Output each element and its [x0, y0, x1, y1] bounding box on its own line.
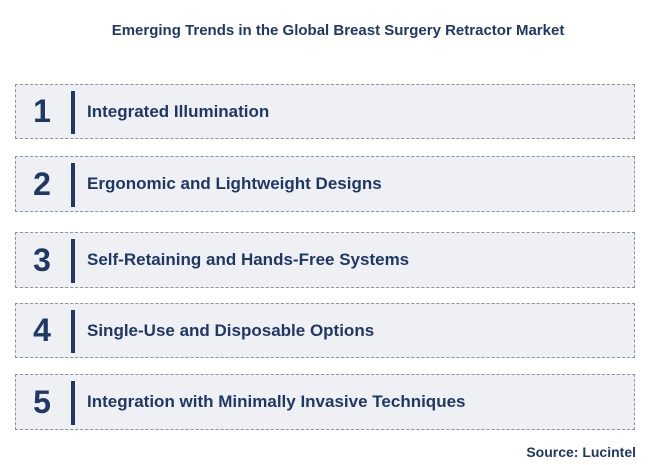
trend-divider	[71, 239, 75, 283]
trend-row-1: 1 Integrated Illumination	[15, 84, 635, 139]
trend-label: Self-Retaining and Hands-Free Systems	[87, 250, 410, 269]
source-note: Source: Lucintel	[526, 444, 636, 460]
trend-label: Single-Use and Disposable Options	[87, 320, 375, 340]
trend-number: 1	[33, 93, 51, 129]
trend-row-2: 2 Ergonomic and Lightweight Designs	[15, 156, 635, 212]
trend-label: Integrated Illumination	[87, 101, 270, 121]
trend-row-5: 5 Integration with Minimally Invasive Te…	[15, 374, 635, 430]
trend-label: Ergonomic and Lightweight Designs	[87, 174, 382, 193]
trend-number: 3	[33, 241, 51, 278]
trend-number: 5	[33, 383, 51, 420]
trend-row-3: 3 Self-Retaining and Hands-Free Systems	[15, 232, 635, 288]
trend-divider	[71, 91, 75, 134]
trend-divider	[71, 163, 75, 207]
trend-divider	[71, 310, 75, 353]
trend-label: Integration with Minimally Invasive Tech…	[87, 392, 466, 411]
trend-divider	[71, 381, 75, 425]
trend-number: 2	[33, 165, 51, 202]
diagram-title: Emerging Trends in the Global Breast Sur…	[111, 22, 565, 39]
trend-row-4: 4 Single-Use and Disposable Options	[15, 303, 635, 358]
trend-number: 4	[33, 312, 51, 348]
